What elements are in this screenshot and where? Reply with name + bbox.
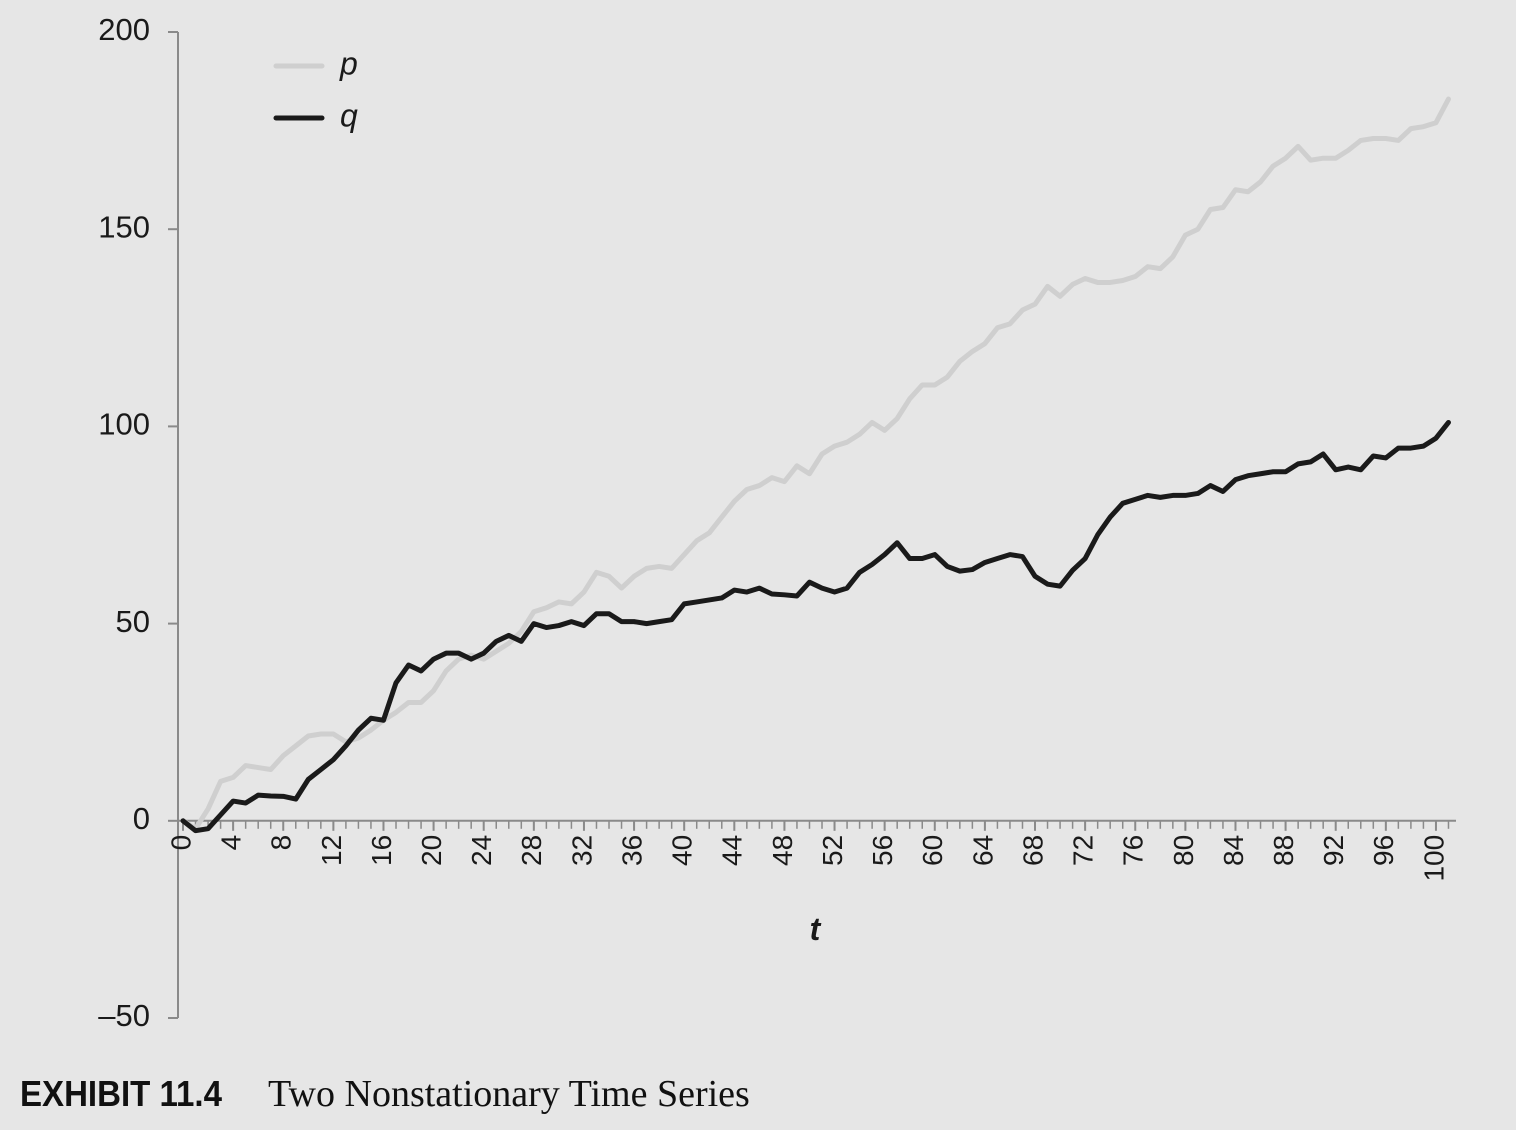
x-tick-label: 40 — [667, 835, 698, 866]
x-tick-label: 28 — [516, 835, 547, 866]
x-tick-label: 44 — [717, 835, 748, 866]
x-tick-label: 96 — [1368, 835, 1399, 866]
y-tick-label: –50 — [98, 998, 150, 1033]
legend-label: p — [339, 45, 358, 81]
series-line — [180, 96, 1451, 832]
x-tick-label: 92 — [1318, 835, 1349, 866]
y-tick-label: 0 — [133, 801, 150, 836]
x-tick-label: 8 — [266, 835, 297, 851]
caption-label: EXHIBIT 11.4 — [20, 1073, 222, 1114]
x-tick-label: 16 — [366, 835, 397, 866]
x-tick-label: 60 — [917, 835, 948, 866]
y-tick-label: 100 — [98, 407, 150, 442]
x-tick-label: 76 — [1118, 835, 1149, 866]
x-tick-label: 32 — [566, 835, 597, 866]
caption: Two Nonstationary Time Series — [268, 1073, 750, 1115]
x-tick-label: 88 — [1268, 835, 1299, 866]
x-tick-label: 0 — [165, 835, 196, 851]
legend-label: q — [340, 97, 358, 133]
x-tick-label: 84 — [1218, 835, 1249, 866]
x-tick-label: 80 — [1168, 835, 1199, 866]
x-tick-label: 56 — [867, 835, 898, 866]
x-tick-label: 20 — [416, 835, 447, 866]
x-tick-label: 36 — [616, 835, 647, 866]
y-tick-label: 200 — [98, 12, 150, 47]
x-tick-label: 68 — [1017, 835, 1048, 866]
x-tick-label: 72 — [1068, 835, 1099, 866]
x-tick-label: 12 — [316, 835, 347, 866]
x-axis-title: t — [810, 911, 822, 947]
x-tick-label: 48 — [767, 835, 798, 866]
x-tick-label: 52 — [817, 835, 848, 866]
x-tick-label: 100 — [1418, 835, 1449, 882]
y-tick-label: 150 — [98, 209, 150, 244]
x-tick-label: 64 — [967, 835, 998, 866]
series-line — [180, 419, 1451, 834]
y-tick-label: 50 — [116, 604, 150, 639]
x-tick-label: 24 — [466, 835, 497, 866]
x-tick-label: 4 — [216, 835, 247, 851]
